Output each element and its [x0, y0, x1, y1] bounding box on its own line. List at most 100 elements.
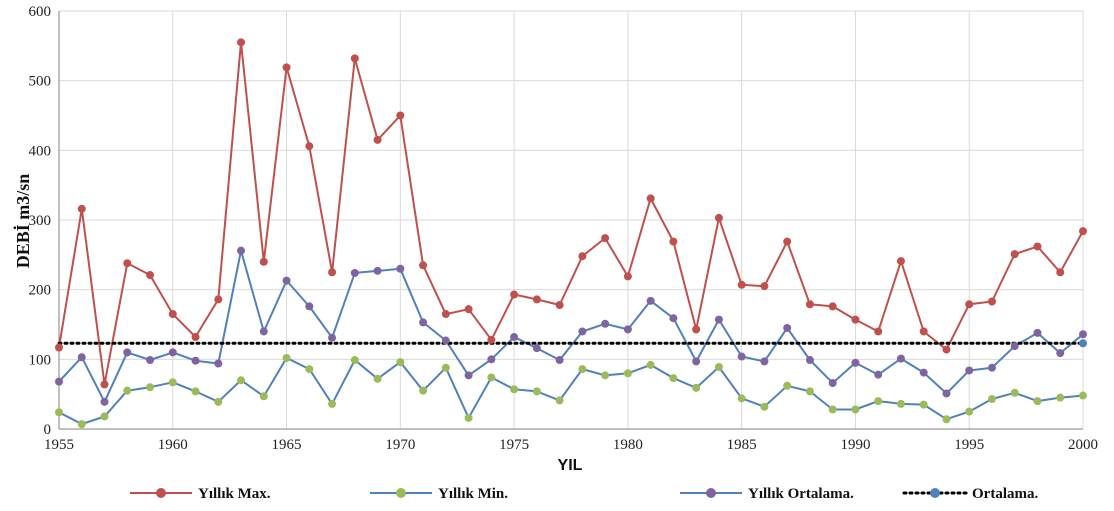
data-point-yillik-max	[919, 327, 928, 336]
data-point-yillik-min	[714, 362, 723, 371]
data-point-yillik-ortalama	[578, 327, 587, 336]
data-point-yillik-min	[259, 392, 268, 401]
data-point-yillik-min	[123, 386, 132, 395]
data-point-yillik-min	[1056, 393, 1065, 402]
data-point-yillik-max	[55, 343, 63, 352]
series-line-yillik-min	[58, 356, 1084, 426]
data-point-yillik-max	[760, 282, 769, 291]
legend-swatch-marker	[396, 488, 406, 498]
data-point-yillik-max	[123, 259, 132, 268]
data-point-yillik-min	[1010, 388, 1019, 397]
legend-label: Yıllık Min.	[438, 486, 508, 502]
tick-labels: 0 100 200 300 400 500 600 1955 1960 1965 1970 1975 1…	[29, 4, 1099, 453]
data-point-yillik-ortalama	[851, 358, 860, 367]
data-point-yillik-min	[965, 407, 974, 416]
data-point-yillik-max	[987, 297, 996, 306]
legend-swatch-marker	[930, 488, 940, 498]
data-point-yillik-ortalama	[805, 356, 814, 365]
data-point-yillik-max	[805, 300, 814, 309]
series-lines	[57, 41, 1085, 426]
data-point-yillik-min	[55, 408, 63, 417]
legend-item-yillik-ortalama: Yıllık Ortalama.	[680, 486, 854, 502]
x-tick-label: 1960	[158, 437, 188, 453]
data-point-yillik-ortalama	[965, 366, 974, 375]
data-point-yillik-max	[851, 315, 860, 324]
series-markers	[55, 38, 1087, 429]
data-point-yillik-max	[783, 237, 792, 246]
data-point-yillik-min	[532, 387, 541, 396]
data-point-yillik-min	[237, 376, 246, 385]
data-point-yillik-ortalama	[760, 357, 769, 366]
data-point-yillik-min	[851, 405, 860, 414]
data-point-yillik-min	[146, 383, 155, 392]
data-point-yillik-ortalama	[646, 296, 655, 305]
grid-lines	[58, 10, 1084, 429]
data-point-yillik-max	[601, 234, 610, 243]
data-point-yillik-ortalama	[282, 276, 291, 285]
data-point-yillik-ortalama	[828, 379, 837, 388]
data-point-yillik-max	[328, 268, 337, 277]
data-point-yillik-ortalama	[510, 333, 519, 342]
data-point-yillik-ortalama	[487, 355, 496, 364]
data-point-yillik-min	[168, 378, 177, 387]
y-tick-label: 300	[29, 213, 52, 229]
data-point-yillik-min	[441, 363, 450, 372]
data-point-yillik-ortalama	[123, 348, 132, 357]
data-point-yillik-ortalama	[237, 246, 246, 255]
y-tick-label: 600	[29, 4, 52, 20]
data-point-yillik-ortalama	[464, 371, 473, 380]
data-point-yillik-max	[419, 261, 428, 270]
data-point-yillik-min	[396, 358, 405, 367]
x-axis-title: YIL	[558, 457, 583, 474]
data-point-yillik-max	[1079, 227, 1087, 236]
data-point-yillik-ortalama	[55, 377, 63, 386]
legend-item-yillik-min: Yıllık Min.	[370, 486, 508, 502]
series-line-yillik-max	[58, 41, 1084, 386]
data-point-yillik-min	[191, 387, 200, 396]
data-point-yillik-min	[919, 400, 928, 409]
data-point-yillik-max	[350, 54, 359, 63]
data-point-yillik-ortalama	[77, 353, 86, 362]
data-point-yillik-min	[896, 399, 905, 408]
data-point-yillik-min	[555, 396, 564, 405]
data-point-yillik-min	[783, 381, 792, 390]
legend-label: Yıllık Ortalama.	[748, 486, 854, 502]
legend-label: Yıllık Max.	[198, 486, 271, 502]
data-point-yillik-min	[692, 383, 701, 392]
data-point-yillik-max	[646, 194, 655, 203]
data-point-yillik-ortalama	[350, 268, 359, 277]
data-point-yillik-min	[737, 394, 746, 403]
data-point-yillik-ortalama	[1056, 349, 1065, 358]
data-point-yillik-ortalama	[714, 315, 723, 324]
data-point-yillik-min	[328, 399, 337, 408]
data-point-yillik-max	[305, 142, 314, 151]
data-point-yillik-min	[419, 386, 428, 395]
data-point-yillik-ortalama	[555, 356, 564, 365]
x-tick-label: 1995	[954, 437, 984, 453]
data-point-yillik-ortalama	[623, 325, 632, 334]
x-tick-label: 1970	[385, 437, 415, 453]
data-point-yillik-max	[146, 271, 155, 280]
data-point-yillik-ortalama	[783, 323, 792, 332]
y-axis-title: DEBİ m3/sn	[13, 174, 33, 269]
data-point-yillik-max	[510, 290, 519, 299]
data-point-yillik-ortalama	[987, 363, 996, 372]
data-point-yillik-max	[1056, 268, 1065, 277]
data-point-yillik-max	[555, 300, 564, 309]
data-point-yillik-max	[1010, 250, 1019, 259]
legend-label: Ortalama.	[972, 486, 1038, 502]
data-point-yillik-ortalama	[146, 356, 155, 365]
data-point-yillik-max	[1033, 242, 1042, 251]
data-point-yillik-max	[578, 252, 587, 261]
legend-swatch-marker	[706, 488, 716, 498]
data-point-yillik-min	[646, 360, 655, 369]
data-point-yillik-ortalama	[1079, 330, 1087, 339]
data-point-yillik-ortalama	[896, 354, 905, 363]
data-point-yillik-min	[874, 397, 883, 406]
data-point-yillik-ortalama	[396, 264, 405, 273]
data-point-yillik-min	[100, 412, 109, 421]
y-tick-label: 400	[29, 143, 52, 159]
data-point-yillik-min	[669, 374, 678, 383]
data-point-yillik-ortalama	[1010, 342, 1019, 351]
data-point-yillik-max	[441, 310, 450, 319]
